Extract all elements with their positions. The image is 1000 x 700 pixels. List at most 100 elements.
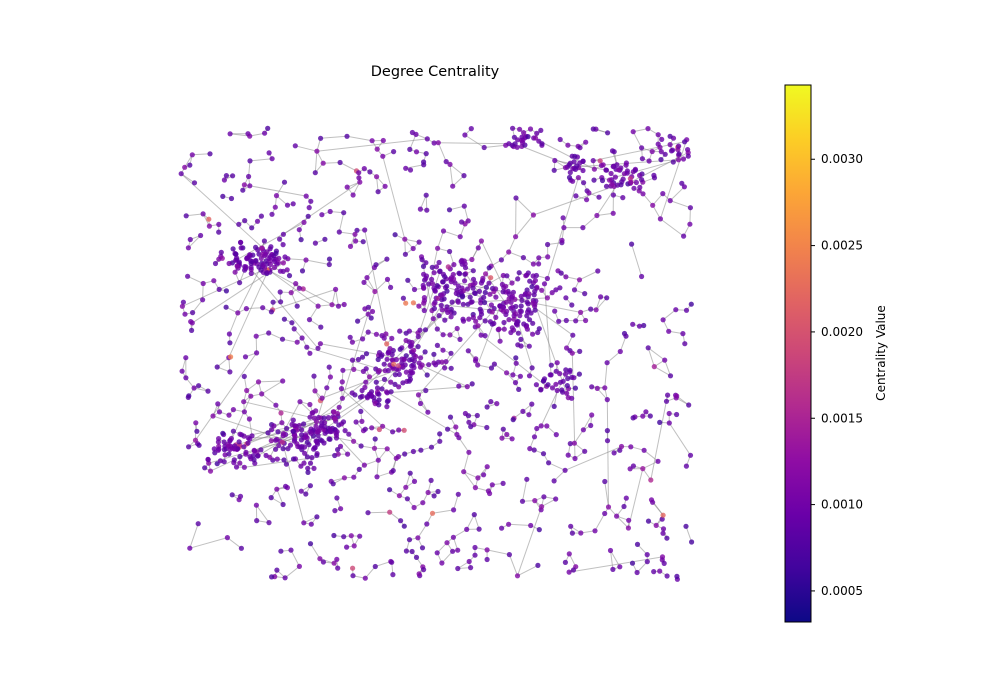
network-node bbox=[468, 424, 474, 430]
network-node bbox=[460, 301, 466, 307]
network-node bbox=[429, 510, 436, 516]
network-node bbox=[451, 507, 457, 513]
network-node bbox=[409, 339, 415, 346]
network-node bbox=[241, 464, 247, 470]
network-node bbox=[375, 189, 381, 195]
network-node bbox=[580, 167, 586, 174]
network-node bbox=[513, 355, 519, 361]
network-node bbox=[650, 202, 656, 208]
network-node bbox=[687, 221, 693, 227]
network-node bbox=[476, 526, 482, 532]
network-node bbox=[403, 484, 409, 490]
network-node bbox=[238, 545, 244, 551]
network-node bbox=[553, 496, 559, 502]
network-node bbox=[368, 393, 375, 399]
network-node bbox=[405, 277, 411, 283]
network-node bbox=[426, 281, 432, 287]
network-node bbox=[277, 268, 283, 274]
colorbar-tick-label: 0.0005 bbox=[821, 584, 863, 598]
network-node bbox=[596, 194, 602, 200]
network-node bbox=[376, 368, 382, 374]
network-node bbox=[189, 152, 195, 158]
network-node bbox=[630, 415, 636, 421]
network-node bbox=[494, 401, 500, 407]
network-node bbox=[489, 309, 495, 315]
network-node bbox=[226, 412, 232, 418]
network-node bbox=[200, 211, 206, 217]
network-node bbox=[302, 450, 308, 456]
network-node bbox=[472, 552, 478, 558]
network-node bbox=[453, 290, 459, 296]
network-edge bbox=[463, 471, 476, 488]
network-node bbox=[545, 382, 551, 388]
network-node bbox=[403, 300, 409, 306]
network-node bbox=[584, 197, 590, 203]
network-node bbox=[283, 483, 289, 489]
network-edge bbox=[195, 352, 258, 441]
network-node bbox=[265, 430, 271, 436]
network-node bbox=[562, 467, 568, 473]
network-node bbox=[435, 245, 441, 251]
network-node bbox=[322, 236, 328, 242]
colorbar-tick-label: 0.0020 bbox=[821, 325, 863, 339]
network-edge bbox=[515, 214, 534, 238]
network-edge bbox=[248, 418, 253, 436]
network-node bbox=[632, 166, 639, 172]
network-node bbox=[591, 166, 598, 172]
network-node bbox=[662, 151, 668, 157]
network-node bbox=[182, 164, 188, 170]
network-node bbox=[541, 281, 548, 287]
network-node bbox=[681, 184, 688, 190]
network-node bbox=[605, 504, 612, 510]
network-edge bbox=[582, 414, 593, 431]
network-node bbox=[586, 190, 592, 196]
network-node bbox=[399, 360, 405, 366]
network-node bbox=[206, 216, 212, 222]
network-node bbox=[530, 331, 536, 337]
network-node bbox=[581, 180, 587, 186]
network-edge bbox=[449, 164, 454, 187]
network-node bbox=[384, 404, 390, 410]
network-node bbox=[230, 428, 236, 434]
network-node bbox=[419, 257, 425, 263]
network-node bbox=[216, 256, 222, 262]
network-node bbox=[481, 144, 487, 151]
network-node bbox=[342, 428, 348, 434]
network-edge bbox=[517, 506, 543, 576]
network-node bbox=[562, 559, 569, 566]
network-node bbox=[356, 466, 362, 472]
network-node bbox=[420, 263, 427, 269]
network-node bbox=[651, 364, 657, 370]
network-node bbox=[406, 328, 412, 334]
network-node bbox=[426, 362, 432, 368]
network-node bbox=[249, 433, 255, 439]
network-node bbox=[361, 279, 367, 285]
network-node bbox=[413, 353, 419, 360]
network-node bbox=[312, 445, 318, 451]
network-node bbox=[327, 374, 333, 380]
network-node bbox=[666, 328, 672, 334]
network-edge bbox=[290, 549, 300, 567]
network-node bbox=[415, 334, 421, 340]
network-node bbox=[411, 365, 417, 371]
network-node bbox=[616, 167, 622, 173]
network-node bbox=[606, 177, 613, 183]
network-edge bbox=[466, 514, 475, 530]
network-node bbox=[272, 258, 278, 264]
network-node bbox=[506, 291, 512, 297]
network-node bbox=[287, 442, 294, 448]
network-node bbox=[478, 238, 484, 244]
network-node bbox=[255, 453, 261, 459]
network-node bbox=[223, 288, 229, 294]
network-node bbox=[530, 320, 536, 326]
network-edge bbox=[331, 289, 337, 305]
network-node bbox=[301, 460, 307, 466]
network-node bbox=[566, 174, 573, 181]
network-node bbox=[676, 151, 682, 157]
network-node bbox=[318, 135, 324, 141]
network-node bbox=[411, 357, 417, 364]
network-node bbox=[235, 310, 241, 316]
network-node bbox=[462, 265, 469, 271]
network-node bbox=[304, 344, 310, 350]
network-node bbox=[384, 398, 390, 405]
